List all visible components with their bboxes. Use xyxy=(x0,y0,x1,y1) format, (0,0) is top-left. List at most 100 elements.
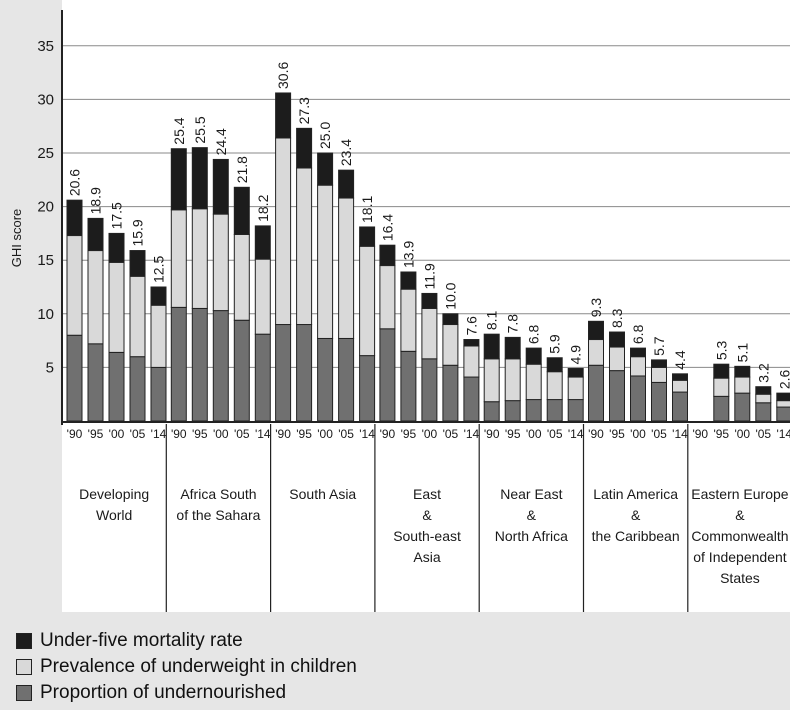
bar-mortality-g5-4 xyxy=(672,373,688,381)
legend-swatch-mortality xyxy=(16,633,32,649)
group-label-g6-line2: Commonwealth xyxy=(691,528,788,544)
group-label-g3-line3: Asia xyxy=(413,549,440,565)
year-label-g1-1: '95 xyxy=(192,427,208,441)
year-label-g3-4: '14 xyxy=(464,427,480,441)
group-label-g3-line1: & xyxy=(422,507,432,523)
year-label-g2-1: '95 xyxy=(296,427,312,441)
bar-mortality-g2-0 xyxy=(275,92,292,139)
group-label-g5-line0: Latin America xyxy=(593,486,678,502)
bar-mortality-g4-1 xyxy=(504,336,521,360)
bar-underweight-g1-2 xyxy=(212,213,229,312)
year-label-g5-0: '90 xyxy=(588,427,604,441)
y-tick-30: 30 xyxy=(37,91,54,108)
year-label-g6-2: '00 xyxy=(734,427,750,441)
bar-mortality-g6-2 xyxy=(734,365,751,378)
value-label-g3-0: 16.4 xyxy=(379,214,395,241)
bar-undernourished-g1-4 xyxy=(254,333,271,422)
bar-mortality-g3-3 xyxy=(442,313,459,326)
year-label-g1-0: '90 xyxy=(171,427,187,441)
legend-swatch-undernourished xyxy=(16,685,32,701)
bar-underweight-g2-4 xyxy=(359,245,376,357)
bar-stacks xyxy=(66,92,790,422)
bar-mortality-g6-1 xyxy=(713,363,730,379)
value-label-g3-1: 13.9 xyxy=(400,241,416,268)
year-label-g5-4: '14 xyxy=(672,427,688,441)
value-label-g4-0: 8.1 xyxy=(484,310,500,330)
bar-undernourished-g0-2 xyxy=(108,351,125,422)
y-tick-25: 25 xyxy=(37,145,54,162)
bar-underweight-g4-2 xyxy=(525,363,542,401)
value-label-g0-3: 15.9 xyxy=(130,219,146,246)
bar-undernourished-g0-4 xyxy=(150,366,167,422)
bar-undernourished-g2-2 xyxy=(317,337,334,422)
value-label-g0-0: 20.6 xyxy=(67,169,83,196)
bar-undernourished-g4-0 xyxy=(483,401,500,422)
bar-underweight-g6-3 xyxy=(755,393,772,404)
legend-label-underweight: Prevalence of underweight in children xyxy=(40,656,357,677)
year-label-g2-3: '05 xyxy=(338,427,354,441)
value-label-g2-1: 27.3 xyxy=(296,97,312,124)
bar-mortality-g4-4 xyxy=(567,367,584,378)
bar-undernourished-g5-4 xyxy=(672,391,688,422)
bar-undernourished-g4-3 xyxy=(546,399,563,422)
y-tick-20: 20 xyxy=(37,199,54,216)
bar-undernourished-g4-2 xyxy=(525,399,542,422)
group-label-g0-line1: World xyxy=(96,507,132,523)
group-label-g6-line4: States xyxy=(720,570,760,586)
bar-mortality-g5-1 xyxy=(609,331,625,348)
y-tick-15: 15 xyxy=(37,252,54,269)
ghi-chart: 20.6 18.9 17.5 15.9 12.5 25.4 25.5 24.4 21.8 18.2… xyxy=(9,0,790,612)
bar-undernourished-g0-1 xyxy=(87,343,104,422)
legend-label-mortality: Under-five mortality rate xyxy=(40,630,243,651)
bar-undernourished-g0-3 xyxy=(129,356,146,422)
year-label-g2-4: '14 xyxy=(359,427,375,441)
bar-undernourished-g6-2 xyxy=(734,392,751,422)
bar-undernourished-g4-4 xyxy=(567,399,584,422)
year-label-g1-4: '14 xyxy=(255,427,271,441)
year-label-g0-1: '95 xyxy=(88,427,104,441)
year-label-g5-2: '00 xyxy=(630,427,646,441)
bar-mortality-g2-3 xyxy=(338,169,355,199)
bar-underweight-g4-0 xyxy=(483,358,500,403)
year-label-g3-2: '00 xyxy=(422,427,438,441)
bar-underweight-g5-2 xyxy=(630,356,646,377)
bar-underweight-g3-1 xyxy=(400,288,417,352)
y-tick-35: 35 xyxy=(37,38,54,55)
year-label-g6-3: '05 xyxy=(755,427,771,441)
bar-undernourished-g6-4 xyxy=(776,406,790,422)
value-label-g5-1: 8.3 xyxy=(609,308,625,328)
axes: 5 10 15 20 25 30 35 '90 '95 '00 '05 '14 Developing Wo… xyxy=(37,10,790,612)
year-label-g6-0: '90 xyxy=(692,427,708,441)
bar-mortality-g0-2 xyxy=(108,232,125,263)
bar-mortality-g2-1 xyxy=(296,127,313,169)
group-label-g1-line1: of the Sahara xyxy=(176,507,260,523)
bar-underweight-g6-1 xyxy=(713,377,730,397)
year-label-g0-2: '00 xyxy=(109,427,125,441)
bar-mortality-g1-4 xyxy=(254,225,271,260)
bar-mortality-g5-0 xyxy=(588,320,604,341)
value-label-g3-4: 7.6 xyxy=(463,316,479,336)
group-label-g4-line0: Near East xyxy=(500,486,562,502)
bar-undernourished-g1-3 xyxy=(233,319,250,422)
value-label-g3-2: 11.9 xyxy=(421,263,437,289)
value-label-g4-2: 6.8 xyxy=(526,324,542,344)
bar-undernourished-g5-2 xyxy=(630,375,646,422)
legend-label-undernourished: Proportion of undernourished xyxy=(40,682,287,703)
bar-undernourished-g3-4 xyxy=(463,376,480,422)
bar-mortality-g2-4 xyxy=(359,226,376,247)
bar-underweight-g0-3 xyxy=(129,275,146,358)
value-label-g1-4: 18.2 xyxy=(255,194,271,221)
bar-underweight-g5-1 xyxy=(609,346,625,372)
bar-underweight-g2-0 xyxy=(275,137,292,326)
year-label-g4-3: '05 xyxy=(547,427,563,441)
value-label-g1-1: 25.5 xyxy=(192,116,208,143)
bar-underweight-g3-4 xyxy=(463,345,480,378)
year-label-g6-4: '14 xyxy=(776,427,790,441)
bar-undernourished-g0-0 xyxy=(66,334,83,422)
bar-underweight-g1-3 xyxy=(233,233,250,321)
bar-mortality-g5-3 xyxy=(651,359,667,368)
bar-mortality-g3-2 xyxy=(421,292,438,309)
bar-underweight-g0-0 xyxy=(66,235,83,336)
bar-mortality-g4-3 xyxy=(546,357,563,373)
bar-mortality-g5-2 xyxy=(630,347,646,358)
